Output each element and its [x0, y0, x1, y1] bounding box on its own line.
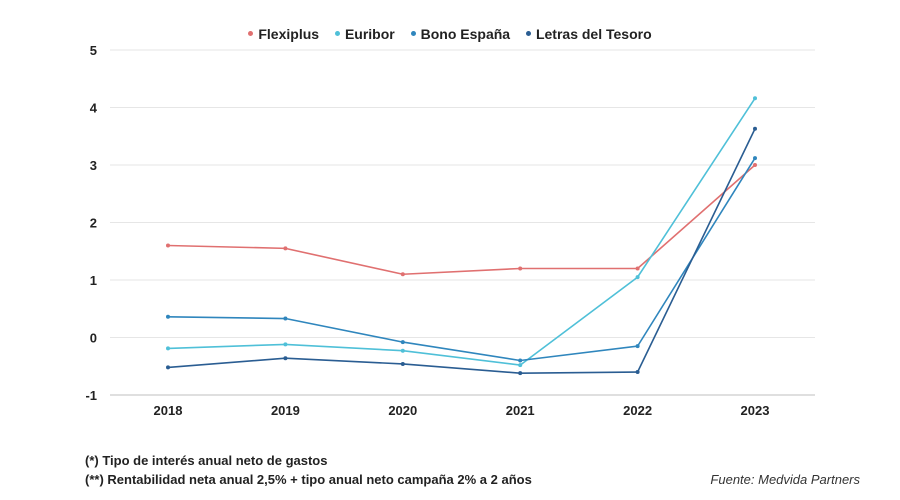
data-point-bono-espa-a: [518, 358, 523, 363]
data-point-flexiplus: [283, 246, 288, 251]
legend-swatch-euribor: [334, 30, 340, 36]
data-point-flexiplus: [635, 266, 640, 271]
legend-item-letras-del-tesoro: Letras del Tesoro: [525, 26, 652, 42]
x-tick-label: 2022: [623, 403, 652, 418]
data-point-letras-del-tesoro: [283, 356, 288, 361]
x-tick-label: 2018: [154, 403, 183, 418]
legend-label-letras-del-tesoro: Letras del Tesoro: [535, 26, 652, 42]
x-tick-label: 2021: [506, 403, 535, 418]
legend-swatch-flexiplus: [248, 30, 254, 36]
y-tick-label: 1: [90, 273, 97, 288]
data-point-euribor: [635, 275, 640, 280]
series-line-euribor: [167, 97, 756, 366]
data-point-bono-espa-a: [166, 314, 170, 319]
legend-label-euribor: Euribor: [344, 26, 395, 42]
data-point-letras-del-tesoro: [635, 370, 640, 374]
data-point-flexiplus: [400, 272, 405, 277]
data-point-euribor: [400, 348, 405, 353]
data-point-letras-del-tesoro: [166, 365, 170, 370]
data-point-bono-espa-a: [753, 156, 757, 161]
data-point-euribor: [166, 346, 170, 351]
source-credit: Fuente: Medvida Partners: [710, 472, 860, 487]
y-tick-label: 0: [90, 331, 97, 346]
data-point-bono-espa-a: [635, 344, 640, 349]
data-point-letras-del-tesoro: [518, 371, 523, 376]
legend-label-bono-espana: Bono España: [420, 26, 511, 42]
x-tick-label: 2023: [741, 403, 770, 418]
y-tick-label: 2: [90, 216, 97, 231]
legend-item-flexiplus: Flexiplus: [248, 26, 319, 42]
data-point-flexiplus: [753, 163, 757, 167]
footnote-2: (**) Rentabilidad neta anual 2,5% + tipo…: [85, 472, 532, 487]
data-point-euribor: [518, 363, 523, 368]
footnote-1: (*) Tipo de interés anual neto de gastos: [85, 453, 328, 468]
data-point-euribor: [753, 96, 757, 101]
y-tick-label: 5: [90, 43, 97, 58]
y-tick-label: 4: [90, 101, 98, 116]
data-point-euribor: [283, 342, 288, 347]
data-point-bono-espa-a: [283, 316, 288, 321]
series-line-bono-espa-a: [167, 157, 756, 362]
legend-swatch-bono-espana: [410, 30, 416, 36]
series-line-flexiplus: [167, 164, 756, 276]
legend-item-bono-espana: Bono España: [410, 26, 511, 42]
data-point-flexiplus: [518, 266, 523, 271]
legend-swatch-letras-del-tesoro: [525, 30, 531, 36]
x-tick-label: 2019: [271, 403, 300, 418]
data-point-bono-espa-a: [400, 340, 405, 345]
y-tick-label: 3: [90, 158, 97, 173]
data-point-letras-del-tesoro: [400, 361, 405, 366]
y-tick-label: -1: [85, 388, 97, 403]
legend-item-euribor: Euribor: [334, 26, 395, 42]
legend-label-flexiplus: Flexiplus: [258, 26, 320, 42]
x-tick-label: 2020: [388, 403, 417, 418]
data-point-letras-del-tesoro: [753, 126, 757, 131]
chart-legend: Flexiplus Euribor Bono España Letras del…: [0, 26, 900, 42]
data-point-flexiplus: [166, 243, 170, 248]
series-line-letras-del-tesoro: [167, 128, 756, 374]
